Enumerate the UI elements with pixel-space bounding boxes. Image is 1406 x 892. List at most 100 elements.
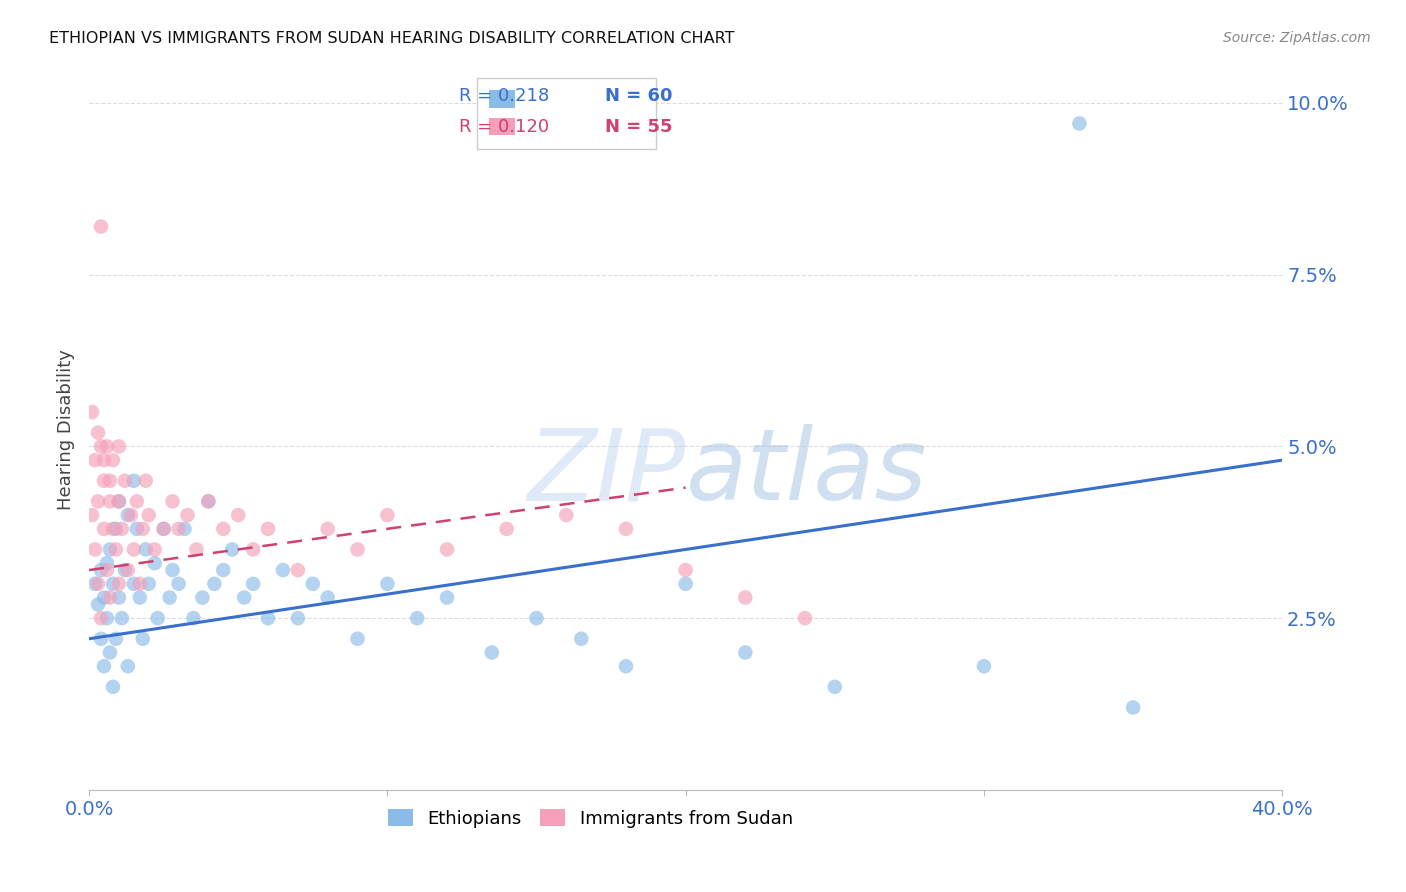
Point — [794, 611, 817, 625]
Point — [111, 522, 134, 536]
Point — [569, 632, 592, 646]
Point — [242, 542, 264, 557]
Point — [90, 219, 112, 234]
Point — [117, 508, 139, 522]
Point — [90, 632, 112, 646]
Point — [120, 508, 142, 522]
Point — [287, 563, 309, 577]
Point — [824, 680, 846, 694]
Point — [436, 542, 458, 557]
Point — [90, 563, 112, 577]
Point — [96, 563, 118, 577]
Point — [111, 611, 134, 625]
Point — [114, 563, 136, 577]
Point — [125, 494, 148, 508]
Point — [108, 591, 131, 605]
Point — [104, 632, 127, 646]
Point — [973, 659, 995, 673]
Point — [257, 522, 280, 536]
Text: N = 55: N = 55 — [605, 118, 672, 136]
Point — [233, 591, 256, 605]
Point — [90, 611, 112, 625]
Point — [132, 522, 155, 536]
Point — [117, 563, 139, 577]
Point — [117, 659, 139, 673]
Point — [197, 494, 219, 508]
Point — [96, 556, 118, 570]
Point — [301, 576, 323, 591]
Point — [87, 598, 110, 612]
Point — [98, 646, 121, 660]
Text: ZIP: ZIP — [527, 424, 686, 521]
Point — [93, 453, 115, 467]
Point — [675, 576, 697, 591]
Point — [98, 474, 121, 488]
Point — [212, 522, 235, 536]
Point — [114, 474, 136, 488]
Point — [122, 542, 145, 557]
Y-axis label: Hearing Disability: Hearing Disability — [58, 349, 75, 509]
Legend: Ethiopians, Immigrants from Sudan: Ethiopians, Immigrants from Sudan — [381, 802, 800, 835]
Point — [377, 508, 399, 522]
Point — [108, 576, 131, 591]
Point — [98, 494, 121, 508]
Point — [84, 453, 107, 467]
Point — [80, 508, 103, 522]
Point — [101, 522, 124, 536]
Point — [143, 556, 166, 570]
Point — [108, 494, 131, 508]
Point — [104, 522, 127, 536]
Point — [93, 522, 115, 536]
Point — [495, 522, 517, 536]
Point — [173, 522, 195, 536]
Point — [1069, 116, 1091, 130]
Point — [152, 522, 174, 536]
Point — [159, 591, 181, 605]
Point — [287, 611, 309, 625]
Point — [183, 611, 205, 625]
Point — [176, 508, 198, 522]
Text: R = 0.120: R = 0.120 — [458, 118, 550, 136]
Point — [271, 563, 294, 577]
Point — [87, 576, 110, 591]
Point — [128, 591, 150, 605]
Point — [316, 522, 339, 536]
Point — [93, 591, 115, 605]
Point — [162, 563, 184, 577]
Point — [104, 542, 127, 557]
Point — [377, 576, 399, 591]
Point — [96, 439, 118, 453]
Point — [555, 508, 578, 522]
Point — [526, 611, 548, 625]
Point — [221, 542, 243, 557]
Point — [122, 474, 145, 488]
Point — [108, 494, 131, 508]
Point — [96, 611, 118, 625]
Point — [108, 439, 131, 453]
Point — [167, 522, 190, 536]
Point — [138, 576, 160, 591]
Point — [734, 646, 756, 660]
Point — [122, 576, 145, 591]
Point — [167, 576, 190, 591]
Point — [98, 542, 121, 557]
Text: N = 60: N = 60 — [605, 87, 672, 105]
Point — [84, 542, 107, 557]
Point — [146, 611, 169, 625]
Point — [101, 576, 124, 591]
Point — [128, 576, 150, 591]
Point — [436, 591, 458, 605]
Point — [132, 632, 155, 646]
Point — [143, 542, 166, 557]
Point — [152, 522, 174, 536]
Text: atlas: atlas — [686, 424, 928, 521]
Point — [242, 576, 264, 591]
Point — [90, 439, 112, 453]
Point — [734, 591, 756, 605]
Point — [186, 542, 208, 557]
Point — [197, 494, 219, 508]
Text: ETHIOPIAN VS IMMIGRANTS FROM SUDAN HEARING DISABILITY CORRELATION CHART: ETHIOPIAN VS IMMIGRANTS FROM SUDAN HEARI… — [49, 31, 735, 46]
Point — [257, 611, 280, 625]
Point — [101, 453, 124, 467]
Point — [191, 591, 214, 605]
